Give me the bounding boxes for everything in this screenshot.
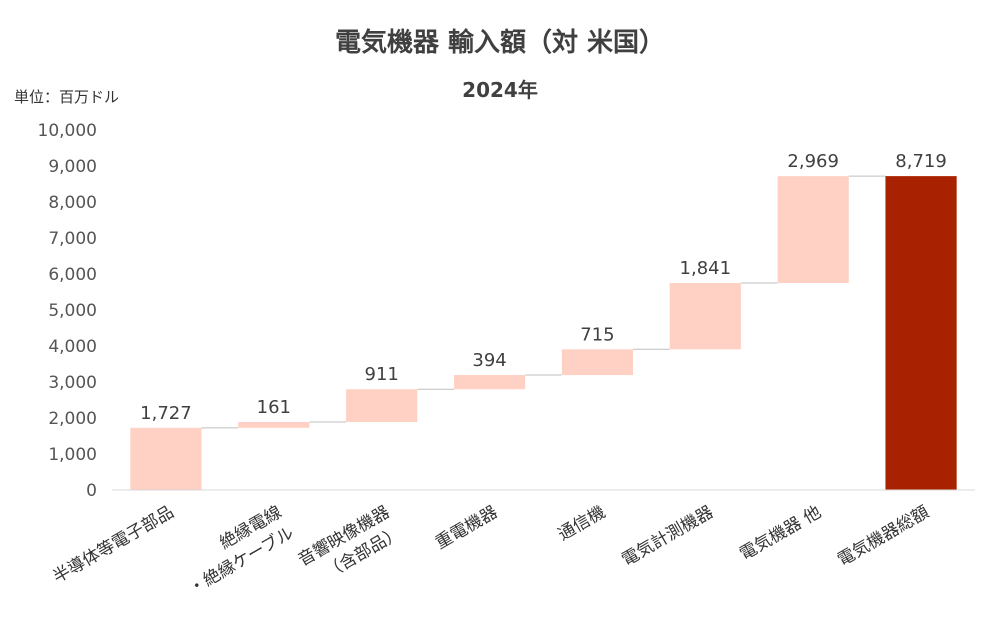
chart-subtitle: 2024年 (462, 78, 538, 102)
data-labels: 1,727 161 911 394 715 1,841 2,969 8,719 (140, 151, 947, 424)
category-label: 通信機 (555, 502, 609, 545)
bar (885, 176, 957, 490)
category-label: 半導体等電子部品 (50, 502, 178, 587)
connector-lines (201, 175, 886, 429)
y-tick-label: 9,000 (48, 157, 97, 177)
category-label: 音響映像機器（含部品） (295, 502, 405, 583)
category-label: 電気機器 他 (736, 502, 824, 565)
category-label: 絶縁電線・絶縁ケーブル (185, 502, 298, 599)
bar (238, 422, 310, 428)
y-tick-label: 7,000 (48, 229, 97, 249)
data-label: 2,969 (787, 151, 839, 172)
y-tick-label: 5,000 (48, 301, 97, 321)
y-tick-label: 4,000 (48, 337, 97, 357)
category-label: 重電機器 (432, 502, 501, 553)
y-axis-ticks: 0 1,000 2,000 3,000 4,000 5,000 6,000 7,000 8,00… (38, 121, 97, 501)
category-label-line: 重電機器 (432, 502, 501, 553)
category-label: 電気機器総額 (834, 502, 932, 570)
category-label-line: 電気機器総額 (834, 502, 932, 570)
data-label: 1,727 (140, 403, 192, 424)
bar (346, 389, 418, 423)
data-label: 161 (257, 397, 291, 418)
bar (669, 283, 741, 350)
y-tick-label: 3,000 (48, 373, 97, 393)
category-label-line: 電気機器 他 (736, 502, 824, 565)
category-label-line: 半導体等電子部品 (50, 502, 178, 587)
data-label: 394 (472, 350, 506, 371)
data-label: 715 (580, 324, 614, 345)
y-tick-label: 6,000 (48, 265, 97, 285)
y-tick-label: 0 (86, 481, 97, 501)
data-label: 1,841 (680, 258, 732, 279)
category-label-line: 電気計測機器 (618, 502, 716, 570)
y-tick-label: 1,000 (48, 445, 97, 465)
data-label: 911 (365, 364, 399, 385)
bar (777, 176, 849, 284)
category-label-line: 通信機 (555, 502, 609, 545)
bar (561, 349, 634, 376)
bar (453, 375, 526, 390)
unit-label: 単位：百万ドル (14, 88, 120, 106)
chart-title: 電気機器 輸入額（対 米国） (334, 28, 666, 58)
bar (130, 427, 202, 490)
y-tick-label: 2,000 (48, 409, 97, 429)
bars (130, 176, 957, 490)
category-label: 電気計測機器 (618, 502, 716, 570)
y-tick-label: 8,000 (48, 193, 97, 213)
y-tick-label: 10,000 (38, 121, 97, 141)
data-label: 8,719 (895, 151, 947, 172)
